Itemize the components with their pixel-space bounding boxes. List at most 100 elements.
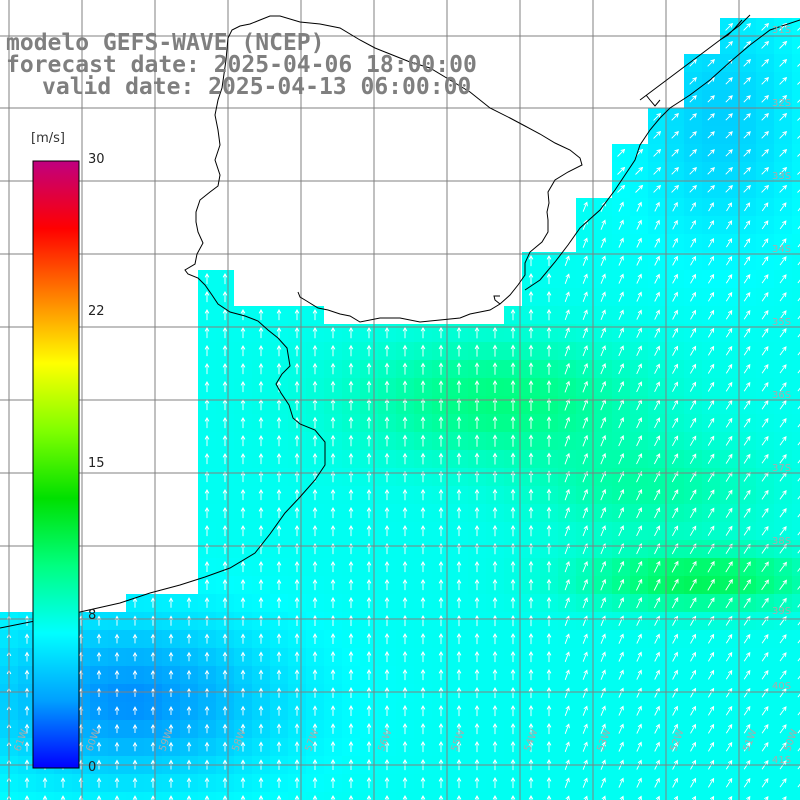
- wind-arrow: [402, 650, 408, 663]
- wind-arrow: [672, 237, 678, 248]
- wind-arrow: [726, 202, 732, 212]
- wind-arrow: [689, 507, 697, 519]
- wind-arrow: [761, 597, 769, 608]
- wind-arrow: [474, 524, 480, 537]
- wind-arrow: [761, 149, 769, 157]
- colorbar-unit: [m/s]: [31, 131, 65, 146]
- colorbar-tick: 0: [88, 760, 97, 775]
- wind-arrow: [690, 381, 697, 392]
- wind-arrow: [186, 597, 192, 608]
- wind-arrow: [546, 794, 552, 800]
- wind-arrow: [438, 362, 444, 375]
- wind-arrow: [546, 578, 552, 591]
- wind-arrow: [132, 795, 138, 800]
- wind-arrow: [366, 687, 372, 698]
- wind-arrow: [725, 95, 733, 103]
- wind-arrow: [456, 524, 462, 537]
- wind-arrow: [222, 380, 228, 393]
- wind-arrow: [384, 723, 390, 734]
- wind-arrow: [690, 291, 696, 302]
- wind-vectors: [6, 22, 800, 800]
- wind-arrow: [743, 256, 751, 266]
- wind-arrow: [779, 634, 787, 644]
- wind-arrow: [402, 632, 408, 645]
- wind-arrow: [528, 704, 534, 717]
- wind-arrow: [600, 255, 606, 266]
- wind-arrow: [600, 291, 606, 302]
- wind-arrow: [746, 795, 751, 800]
- lat-label: 34S: [772, 244, 791, 255]
- wind-arrow: [761, 58, 770, 67]
- wind-arrow: [186, 795, 192, 800]
- wind-arrow: [779, 166, 788, 175]
- wind-arrow: [725, 741, 733, 752]
- wind-arrow: [240, 633, 246, 644]
- wind-arrow: [510, 362, 516, 375]
- wind-arrow: [186, 687, 192, 698]
- wind-arrow: [654, 687, 660, 698]
- wind-arrow: [636, 237, 642, 248]
- wind-arrow: [743, 633, 751, 644]
- wind-arrow: [725, 274, 733, 284]
- wind-arrow: [743, 741, 751, 752]
- wind-arrow: [672, 525, 679, 537]
- wind-arrow: [708, 291, 715, 302]
- speed-cell: [792, 630, 800, 648]
- wind-arrow: [761, 724, 769, 734]
- wind-arrow: [636, 273, 642, 284]
- wind-arrow: [582, 669, 588, 680]
- wind-arrow: [672, 327, 678, 338]
- wind-arrow: [240, 669, 246, 680]
- speed-cell: [792, 396, 800, 414]
- wind-arrow: [636, 327, 642, 338]
- wind-arrow: [797, 297, 800, 302]
- wind-arrow: [546, 488, 552, 501]
- wind-arrow: [330, 794, 336, 800]
- wind-arrow: [510, 524, 516, 537]
- wind-arrow: [708, 705, 715, 716]
- wind-arrow: [690, 219, 696, 230]
- wind-arrow: [708, 741, 715, 752]
- wind-arrow: [671, 560, 679, 573]
- wind-arrow: [546, 290, 552, 303]
- wind-arrow: [312, 795, 318, 800]
- wind-arrow: [779, 202, 787, 212]
- wind-arrow: [743, 363, 751, 374]
- wind-arrow: [564, 741, 570, 752]
- wind-arrow: [222, 687, 228, 698]
- wind-arrow: [204, 633, 210, 644]
- wind-arrow: [797, 477, 800, 482]
- wind-arrow: [725, 167, 733, 175]
- wind-arrow: [582, 561, 588, 573]
- wind-arrow: [60, 777, 66, 788]
- wind-arrow: [564, 488, 570, 501]
- wind-arrow: [348, 615, 354, 626]
- wind-arrow: [96, 795, 102, 800]
- wind-arrow: [725, 381, 733, 392]
- wind-arrow: [168, 706, 174, 715]
- wind-arrow: [654, 669, 660, 680]
- wind-arrow: [564, 309, 570, 321]
- wind-arrow: [240, 579, 246, 590]
- wind-arrow: [761, 238, 769, 248]
- wind-arrow: [779, 220, 787, 230]
- wind-arrow: [348, 506, 354, 519]
- wind-arrow: [258, 579, 264, 590]
- wind-arrow: [564, 345, 570, 357]
- wind-arrow: [456, 560, 462, 573]
- wind-arrow: [276, 597, 282, 608]
- wind-arrow: [779, 508, 787, 518]
- wind-arrow: [510, 650, 516, 663]
- wind-arrow: [276, 308, 282, 321]
- wind-arrow: [114, 795, 120, 800]
- wind-arrow: [366, 705, 372, 716]
- wind-arrow: [690, 651, 696, 662]
- wind-arrow: [600, 633, 606, 644]
- wind-arrow: [761, 579, 769, 591]
- wind-arrow: [510, 596, 516, 609]
- wind-arrow: [258, 308, 264, 321]
- speed-cell: [792, 702, 800, 720]
- forecast-date: forecast date: 2025-04-06 18:00:00: [6, 52, 477, 78]
- wind-arrow: [671, 131, 679, 139]
- wind-arrow: [474, 668, 480, 681]
